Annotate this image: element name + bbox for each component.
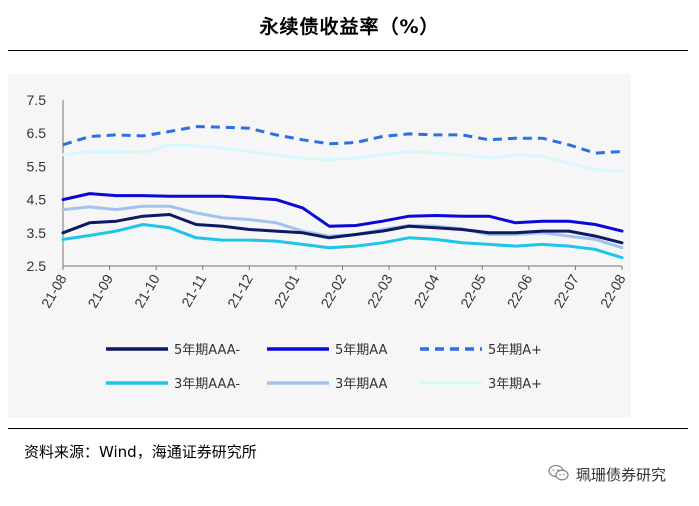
x-tick-label: 21-10 — [131, 271, 163, 310]
x-tick-label: 22-08 — [597, 271, 629, 310]
series-line-5 — [61, 143, 624, 173]
legend-label-3: 3年期AAA- — [174, 377, 240, 392]
y-tick-label: 7.5 — [27, 92, 47, 108]
x-tick-label: 22-03 — [364, 271, 396, 310]
series-line-3 — [61, 223, 624, 260]
x-tick-label: 21-12 — [224, 271, 256, 310]
series-line-0 — [61, 213, 624, 245]
y-tick-label: 3.5 — [27, 225, 47, 241]
x-tick-label: 21-08 — [38, 271, 70, 310]
chart-legend: 5年期AAA- 5年期AA 5年期A+ 3年期AAA- 3年期AA 3年期A+ — [106, 343, 542, 392]
top-divider — [8, 50, 688, 51]
bottom-divider — [8, 428, 688, 429]
y-axis-labels: 7.5 6.5 5.5 4.5 3.5 2.5 — [27, 92, 47, 274]
x-tick-label: 21-11 — [178, 271, 209, 309]
series-line-2 — [62, 125, 623, 155]
source-note: 资料来源：Wind，海通证券研究所 — [24, 443, 257, 461]
legend-label-0: 5年期AAA- — [174, 343, 240, 358]
wechat-icon — [548, 464, 569, 481]
x-tick-label: 22-01 — [271, 271, 303, 310]
chart-title: 永续债收益率（%） — [259, 16, 440, 38]
x-tick-label: 22-05 — [457, 271, 489, 310]
line-chart: 7.56.55.54.53.52.5 21-08 21-09 21-10 21-11 2… — [27, 92, 629, 392]
y-tick-label: 4.5 — [27, 192, 47, 208]
x-tick-label: 22-02 — [317, 271, 349, 310]
series-lines — [61, 125, 624, 260]
watermark-text: 珮珊债券研究 — [576, 466, 667, 484]
x-tick-label: 22-06 — [504, 271, 536, 310]
legend-label-5: 3年期A+ — [488, 377, 542, 392]
legend-label-2: 5年期A+ — [488, 343, 542, 358]
x-tick-label: 21-09 — [84, 271, 116, 310]
x-axis-ticks — [62, 266, 623, 270]
legend-label-1: 5年期AA — [335, 343, 388, 358]
y-tick-label: 2.5 — [27, 258, 47, 274]
series-line-1 — [61, 192, 624, 233]
x-tick-label: 22-04 — [411, 271, 443, 310]
legend-label-4: 3年期AA — [335, 377, 388, 392]
y-tick-label: 5.5 — [27, 158, 47, 174]
x-axis-labels: 21-08 21-09 21-10 21-11 21-12 22-01 22-02 22-03… — [38, 271, 629, 310]
x-tick-label: 22-07 — [550, 271, 582, 310]
y-tick-label: 6.5 — [27, 125, 47, 141]
